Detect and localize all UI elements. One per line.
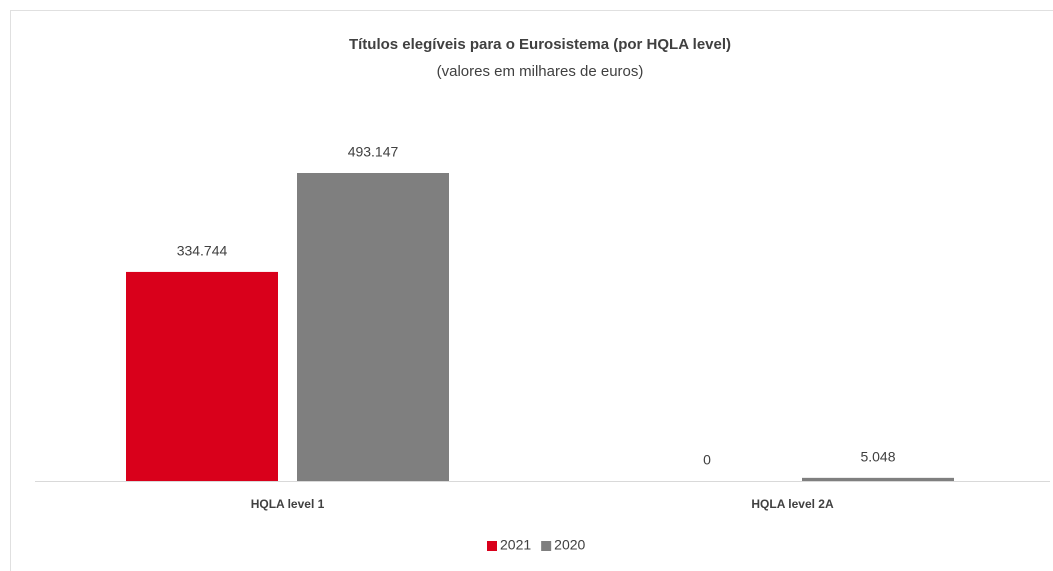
chart-border xyxy=(10,10,1053,571)
bar xyxy=(802,477,954,481)
data-label: 493.147 xyxy=(348,144,399,160)
data-label: 334.744 xyxy=(177,243,228,259)
data-label: 0 xyxy=(703,452,711,468)
bar xyxy=(126,271,278,481)
bar xyxy=(297,173,449,481)
data-label: 5.048 xyxy=(860,449,895,465)
x-tick-label: HQLA level 1 xyxy=(251,497,325,511)
chart-title: Títulos elegíveis para o Eurosistema (po… xyxy=(349,36,731,53)
legend-swatch xyxy=(487,541,497,551)
legend-label: 2020 xyxy=(554,537,585,553)
legend-label: 2021 xyxy=(500,537,531,553)
chart-subtitle: (valores em milhares de euros) xyxy=(437,63,644,80)
legend-swatch xyxy=(541,541,552,551)
x-tick-label: HQLA level 2A xyxy=(751,497,834,511)
